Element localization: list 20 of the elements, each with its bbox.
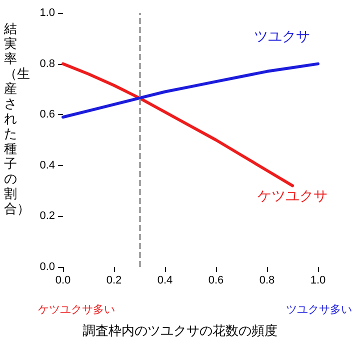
- x-tick-label: 1.0: [310, 274, 326, 286]
- line-series: [62, 62, 320, 119]
- y-tick-label: 0.6: [40, 108, 55, 121]
- y-tick-label: 0.8: [40, 58, 55, 70]
- line-series: [62, 62, 294, 188]
- x-tick-label: 0.6: [208, 274, 224, 286]
- text: ケツユクサ多い: [38, 302, 115, 317]
- x-tick-label: 0.8: [259, 274, 275, 286]
- x-tick-label: 0.0: [55, 274, 71, 286]
- text: ツユクサ多い: [286, 302, 352, 317]
- x-axis-title: 調査枠内のツユクサの花数の頻度: [82, 323, 278, 340]
- x-tick-label: 0.2: [106, 274, 122, 286]
- y-tick-label: 0.0: [40, 261, 55, 273]
- series-label: ケツユクサ: [258, 188, 328, 205]
- y-tick-label: 1.0: [40, 7, 55, 19]
- x-tick-label: 0.4: [157, 274, 173, 286]
- y-tick-label: 0.4: [40, 159, 55, 172]
- text: 結実率（生産された種子の割合）: [4, 22, 30, 217]
- y-tick-label: 0.2: [40, 210, 55, 222]
- series-label: ツユクサ: [254, 28, 310, 45]
